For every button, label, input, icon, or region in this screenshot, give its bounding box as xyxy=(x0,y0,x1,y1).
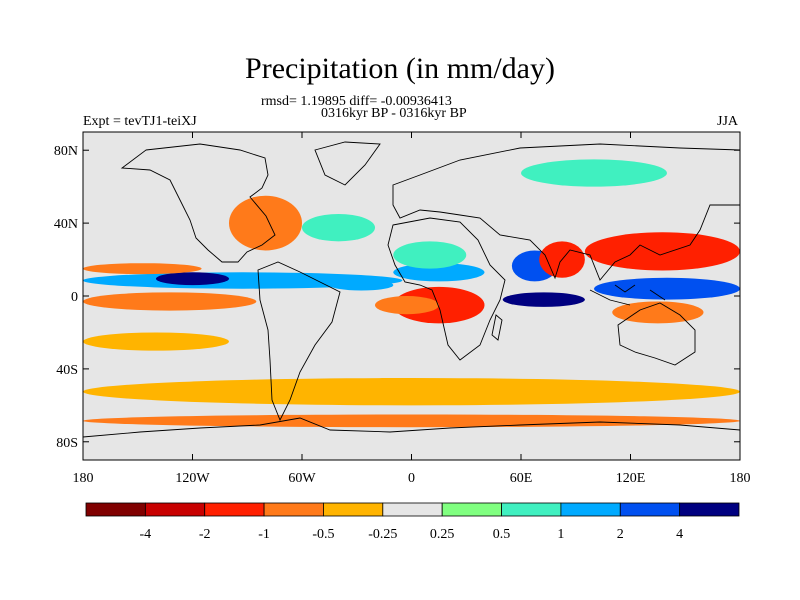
coast-africa xyxy=(387,217,506,361)
colorbar-label: 0.25 xyxy=(430,527,455,542)
anomaly-region-17 xyxy=(83,414,740,428)
colorbar-swatch-10 xyxy=(679,502,740,517)
y-tick-label: 0 xyxy=(71,290,78,305)
coast-indonesia xyxy=(589,284,666,306)
x-tick-label: 120E xyxy=(616,471,646,486)
x-tick-label: 60W xyxy=(288,471,316,486)
y-tick-label: 40N xyxy=(54,217,78,232)
colorbar-swatch-8 xyxy=(560,502,621,517)
colorbar-swatch-4 xyxy=(323,502,384,517)
season-label: JJA xyxy=(717,114,739,129)
x-tick-label: 120W xyxy=(175,471,210,486)
colorbar-swatch-9 xyxy=(619,502,681,517)
x-tick-label: 60E xyxy=(510,471,533,486)
y-tick-label: 80N xyxy=(54,144,78,159)
colorbar-label: -0.25 xyxy=(368,527,397,542)
colorbar-label: 4 xyxy=(676,527,683,542)
x-tick-label: 180 xyxy=(73,471,94,486)
coast-antarctica xyxy=(83,417,740,438)
y-tick-label: 40S xyxy=(56,363,78,378)
anomaly-region-10 xyxy=(502,292,585,307)
anomaly-region-6 xyxy=(393,241,467,269)
anomaly-region-14 xyxy=(612,301,704,324)
coast-madagascar xyxy=(491,314,503,341)
anomaly-region-2 xyxy=(83,292,257,311)
stats-text: rmsd= 1.19895 diff= -0.00936413 xyxy=(261,94,452,109)
anomaly-region-3 xyxy=(83,263,202,275)
anomaly-region-12 xyxy=(584,232,740,271)
anomaly-region-4 xyxy=(329,279,394,291)
x-tick-label: 0 xyxy=(408,471,415,486)
coast-north-america xyxy=(120,143,276,263)
y-tick-label: 80S xyxy=(56,436,78,451)
anomaly-region-1 xyxy=(156,272,229,286)
anomaly-regions xyxy=(83,159,740,428)
x-tick-label: 180 xyxy=(730,471,751,486)
axis-ticks: 180 120W 60W 0 60E 120E 180 80N 40N 0 40S 80S xyxy=(54,132,751,486)
experiment-label: Expt = tevTJ1-teiXJ xyxy=(83,114,197,129)
coastlines xyxy=(83,141,740,438)
anomaly-region-16 xyxy=(83,378,740,406)
colorbar-swatch-3 xyxy=(263,502,324,517)
colorbar-swatch-0 xyxy=(85,502,146,517)
chart-title: Precipitation (in mm/day) xyxy=(245,52,555,85)
colorbar-label: 1 xyxy=(557,527,564,542)
colorbar-swatch-1 xyxy=(144,502,206,517)
anomaly-region-19 xyxy=(302,214,375,242)
colorbar-label: -0.5 xyxy=(312,527,334,542)
colorbar-label: 0.5 xyxy=(493,527,511,542)
colorbar-swatch-6 xyxy=(441,502,502,517)
anomaly-region-13 xyxy=(594,277,740,300)
colorbar-label: -2 xyxy=(199,527,211,542)
colorbar-swatch-5 xyxy=(382,502,443,517)
colorbar-label: -4 xyxy=(140,527,152,542)
colorbar-label: 2 xyxy=(617,527,624,542)
colorbar-swatch-2 xyxy=(204,502,265,517)
anomaly-region-18 xyxy=(229,195,302,251)
period-text: 0316kyr BP - 0316kyr BP xyxy=(321,106,467,121)
coast-greenland xyxy=(314,141,381,186)
colorbar-swatch-7 xyxy=(501,502,562,517)
anomaly-region-20 xyxy=(521,159,667,187)
anomaly-region-5 xyxy=(393,263,485,282)
colorbar: -4 -2 -1 -0.5 -0.25 0.25 0.5 1 2 4 xyxy=(85,502,740,542)
coast-south-america xyxy=(257,261,341,422)
colorbar-label: -1 xyxy=(258,527,270,542)
anomaly-region-8 xyxy=(375,296,439,315)
anomaly-region-15 xyxy=(83,332,229,351)
coast-eurasia xyxy=(392,143,740,281)
coast-australia xyxy=(617,302,696,366)
